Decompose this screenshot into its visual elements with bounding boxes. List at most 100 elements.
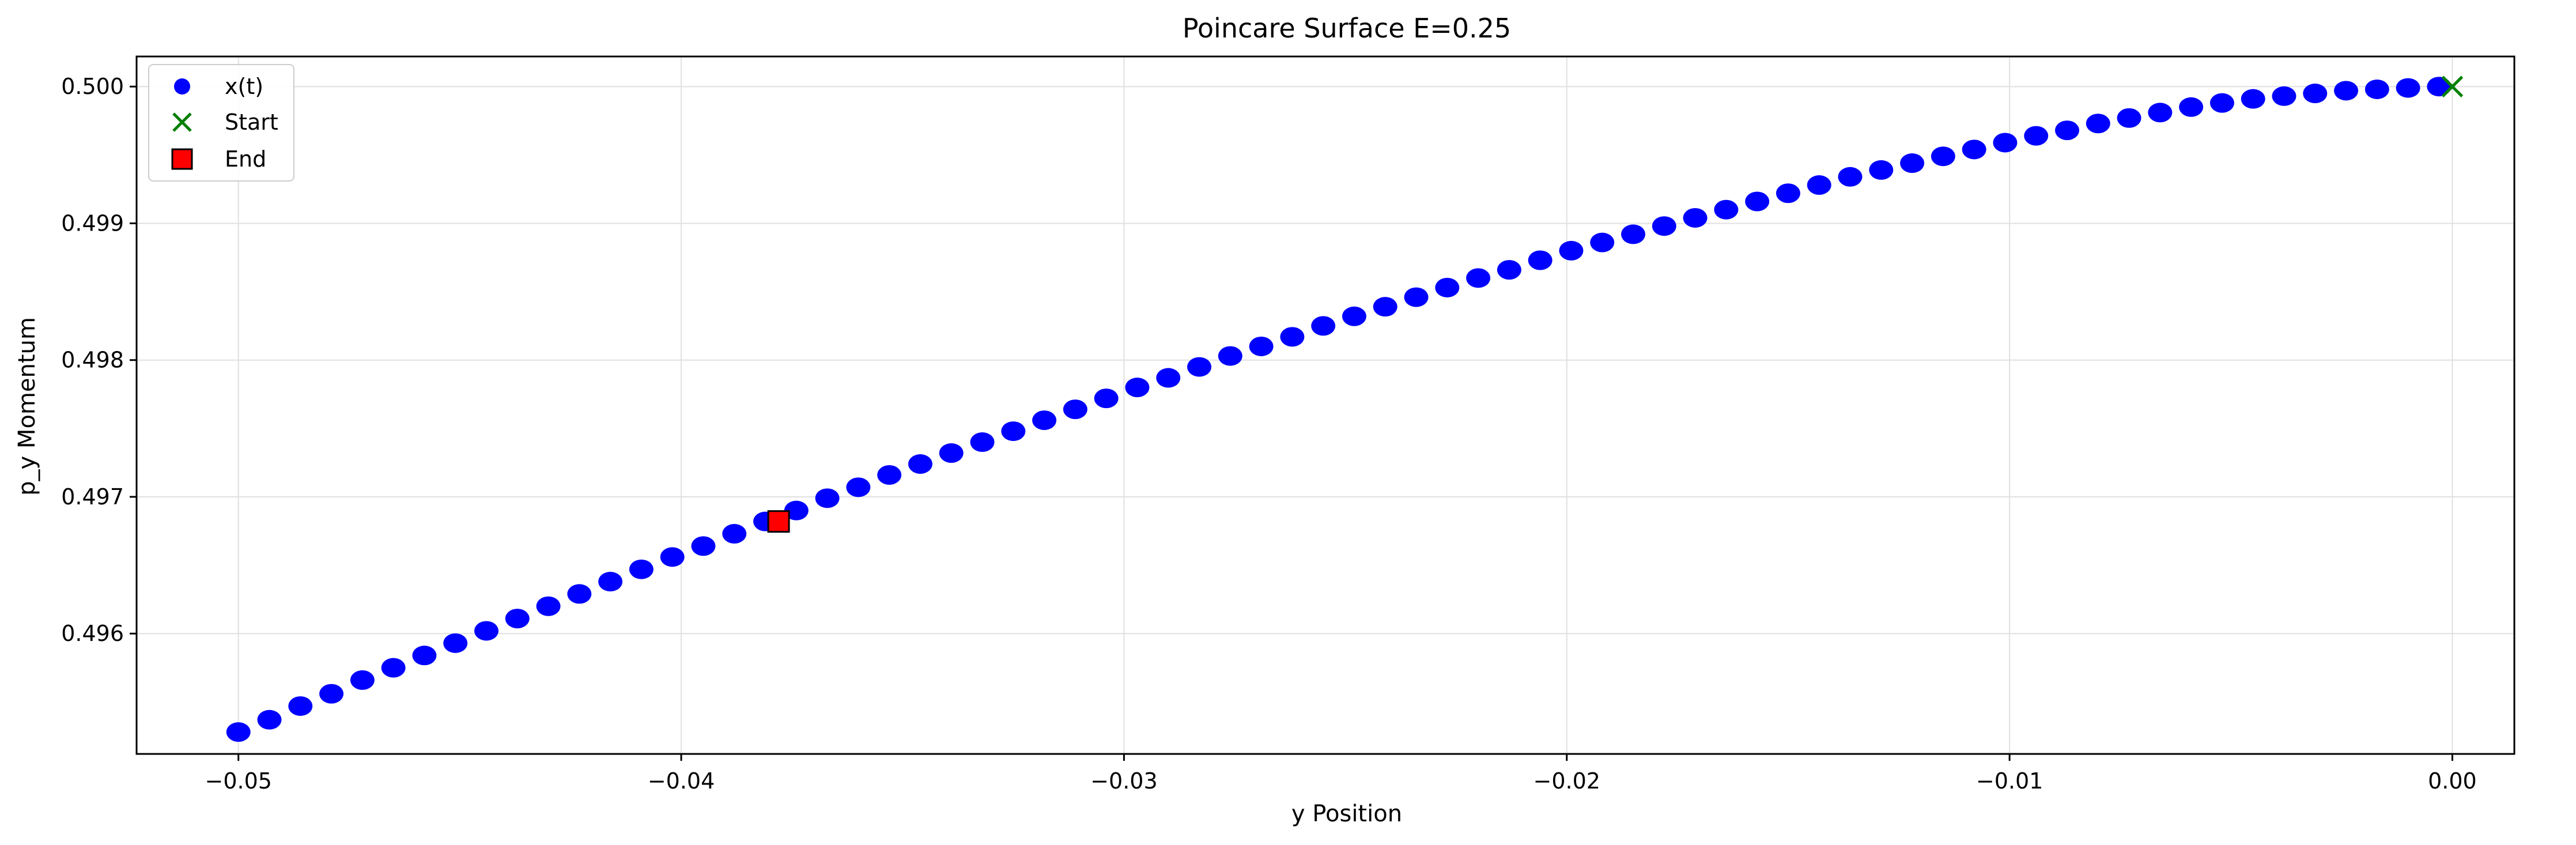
x-axis-ticks: −0.05 −0.04 −0.03 −0.02 −0.01 0.00	[205, 754, 2477, 794]
data-point	[722, 524, 747, 544]
data-points	[226, 77, 2452, 742]
data-point	[2054, 120, 2079, 141]
data-point	[815, 488, 840, 508]
data-point	[1001, 421, 1026, 442]
data-point	[1714, 199, 1739, 220]
data-point	[1280, 327, 1305, 347]
data-point	[1373, 297, 1397, 317]
data-point	[598, 572, 623, 592]
data-point	[412, 646, 437, 666]
x-tick-label: −0.05	[205, 768, 271, 794]
data-point	[1404, 287, 1429, 307]
data-point	[567, 584, 592, 604]
data-point	[443, 633, 468, 653]
data-point	[1683, 208, 1708, 228]
data-point	[1342, 306, 1366, 326]
data-point	[474, 621, 498, 641]
data-point	[505, 609, 530, 629]
data-point	[2117, 108, 2141, 128]
data-point	[2303, 84, 2328, 104]
data-point	[1745, 191, 1770, 212]
data-point	[2427, 77, 2452, 97]
data-point	[1931, 146, 1955, 167]
data-point	[1094, 388, 1119, 409]
data-point	[1125, 378, 1150, 398]
data-point	[1869, 160, 1894, 180]
legend-marker-start	[172, 112, 192, 132]
end-marker	[767, 510, 790, 533]
data-point	[288, 696, 313, 716]
data-point	[1993, 133, 2018, 153]
x-tick-label: −0.04	[648, 768, 715, 794]
data-point	[970, 432, 995, 452]
data-point	[1590, 232, 1615, 252]
y-tick-label: 0.499	[61, 210, 124, 236]
legend: x(t) Start End	[148, 64, 294, 182]
data-point	[908, 454, 932, 474]
grid	[137, 56, 2514, 754]
legend-label-xt: x(t)	[225, 74, 263, 99]
data-point	[1559, 240, 1584, 261]
data-point	[2396, 78, 2420, 98]
data-point	[877, 465, 902, 485]
data-point	[2024, 126, 2049, 146]
x-tick-label: −0.03	[1090, 768, 1157, 794]
data-point	[2241, 89, 2265, 109]
legend-marker-end	[171, 148, 193, 170]
y-tick-label: 0.497	[61, 484, 124, 510]
y-axis-ticks: 0.496 0.497 0.498 0.499 0.500	[61, 74, 137, 646]
data-point	[1466, 268, 1491, 288]
legend-label-end: End	[225, 146, 266, 172]
data-point	[660, 547, 685, 567]
data-point	[1652, 216, 1676, 236]
y-tick-label: 0.500	[61, 74, 124, 99]
data-point	[1900, 153, 1925, 173]
x-tick-label: −0.02	[1533, 768, 1600, 794]
data-point	[1528, 250, 1553, 270]
chart-title: Poincare Surface E=0.25	[1183, 13, 1511, 44]
data-point	[784, 500, 809, 520]
data-point	[1497, 260, 1521, 280]
data-point	[319, 684, 344, 704]
data-point	[381, 658, 406, 678]
data-point	[2179, 97, 2204, 117]
data-point	[226, 722, 251, 742]
data-point	[2334, 81, 2359, 101]
data-point	[350, 670, 375, 690]
data-point	[1218, 346, 1242, 366]
y-tick-label: 0.496	[61, 621, 124, 646]
data-point	[846, 477, 871, 497]
data-point	[536, 596, 561, 616]
data-point	[1962, 139, 1986, 160]
data-point	[2272, 86, 2297, 106]
start-marker	[2441, 76, 2464, 97]
data-point	[1776, 183, 1800, 203]
x-tick-label: −0.01	[1976, 768, 2043, 794]
x-axis-label: y Position	[1291, 801, 1402, 827]
data-point	[2148, 103, 2173, 123]
data-point	[2209, 93, 2234, 113]
special-markers	[767, 76, 2464, 533]
y-axis-label: p_y Momentum	[14, 317, 40, 496]
legend-marker-xt	[174, 78, 190, 95]
data-point	[1621, 224, 1645, 244]
data-point	[1249, 336, 1274, 356]
data-point	[1063, 399, 1087, 420]
data-point	[1187, 357, 1212, 377]
x-tick-label: 0.00	[2428, 768, 2477, 794]
data-point	[1838, 167, 1863, 187]
data-point	[2365, 79, 2389, 99]
data-point	[629, 559, 654, 579]
data-point	[2086, 114, 2110, 134]
data-point	[257, 710, 282, 730]
plot-frame	[135, 55, 2515, 755]
data-point	[1032, 410, 1057, 431]
y-tick-label: 0.498	[61, 348, 124, 373]
data-point	[691, 536, 716, 556]
data-point	[1807, 175, 1831, 195]
data-point	[939, 443, 964, 463]
legend-label-start: Start	[225, 110, 278, 135]
data-point	[1311, 316, 1336, 336]
